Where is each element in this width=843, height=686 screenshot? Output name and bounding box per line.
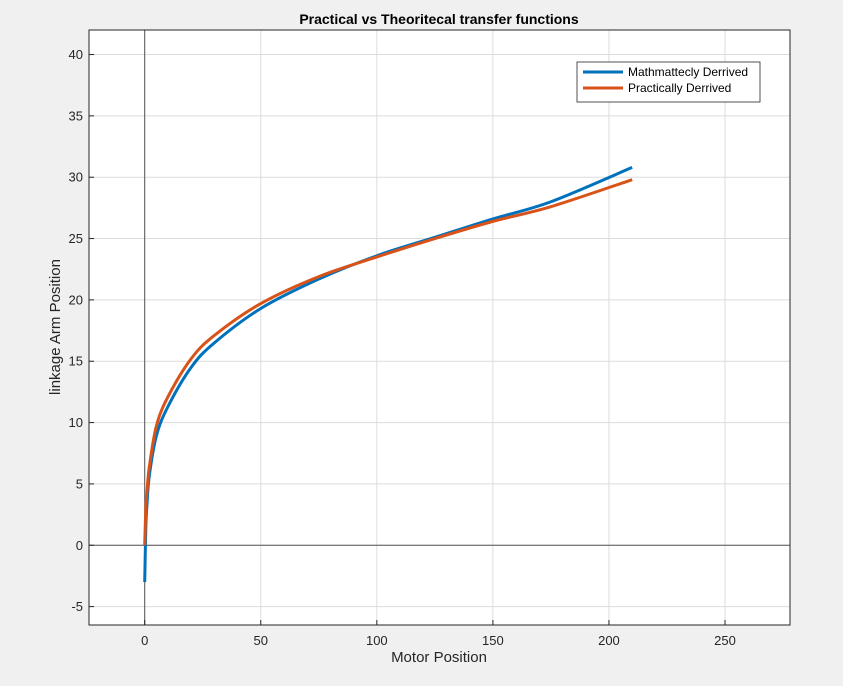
- x-tick-label: 100: [366, 633, 388, 648]
- axes-box: [88, 29, 791, 626]
- y-tick-labels: -5 0 5 10 15 20 25 30 35 40: [69, 47, 94, 614]
- legend-entry-series-1: Practically Derrived: [628, 81, 731, 95]
- x-tick-label: 0: [141, 633, 148, 648]
- x-tick-label: 50: [254, 633, 268, 648]
- x-tick-labels: 0 50 100 150 200 250: [141, 620, 736, 648]
- y-tick-label: 35: [69, 108, 83, 123]
- legend-box: [576, 61, 761, 103]
- legend-entry-series-0: Mathmattecly Derrived: [628, 65, 748, 79]
- legend[interactable]: Mathmattecly Derrived Practically Derriv…: [576, 61, 761, 103]
- series-line-1: [143, 178, 633, 546]
- x-tick-label: 200: [598, 633, 620, 648]
- x-tick-label: 250: [714, 633, 736, 648]
- y-tick-label: 0: [76, 538, 83, 553]
- y-tick-label: 15: [69, 354, 83, 369]
- y-tick-label: 10: [69, 415, 83, 430]
- y-tick-label: -5: [71, 599, 83, 614]
- x-axis-label: Motor Position: [391, 649, 487, 666]
- y-tick-label: 20: [69, 292, 83, 307]
- chart-title: Practical vs Theoritecal transfer functi…: [299, 11, 579, 27]
- y-tick-label: 30: [69, 170, 83, 185]
- plot-area: [89, 30, 790, 625]
- y-axis-label: linkage Arm Position: [47, 259, 64, 395]
- y-tick-label: 40: [69, 47, 83, 62]
- y-tick-label: 25: [69, 231, 83, 246]
- y-tick-label: 5: [76, 476, 83, 491]
- x-tick-label: 150: [482, 633, 504, 648]
- series-layer: [143, 166, 633, 583]
